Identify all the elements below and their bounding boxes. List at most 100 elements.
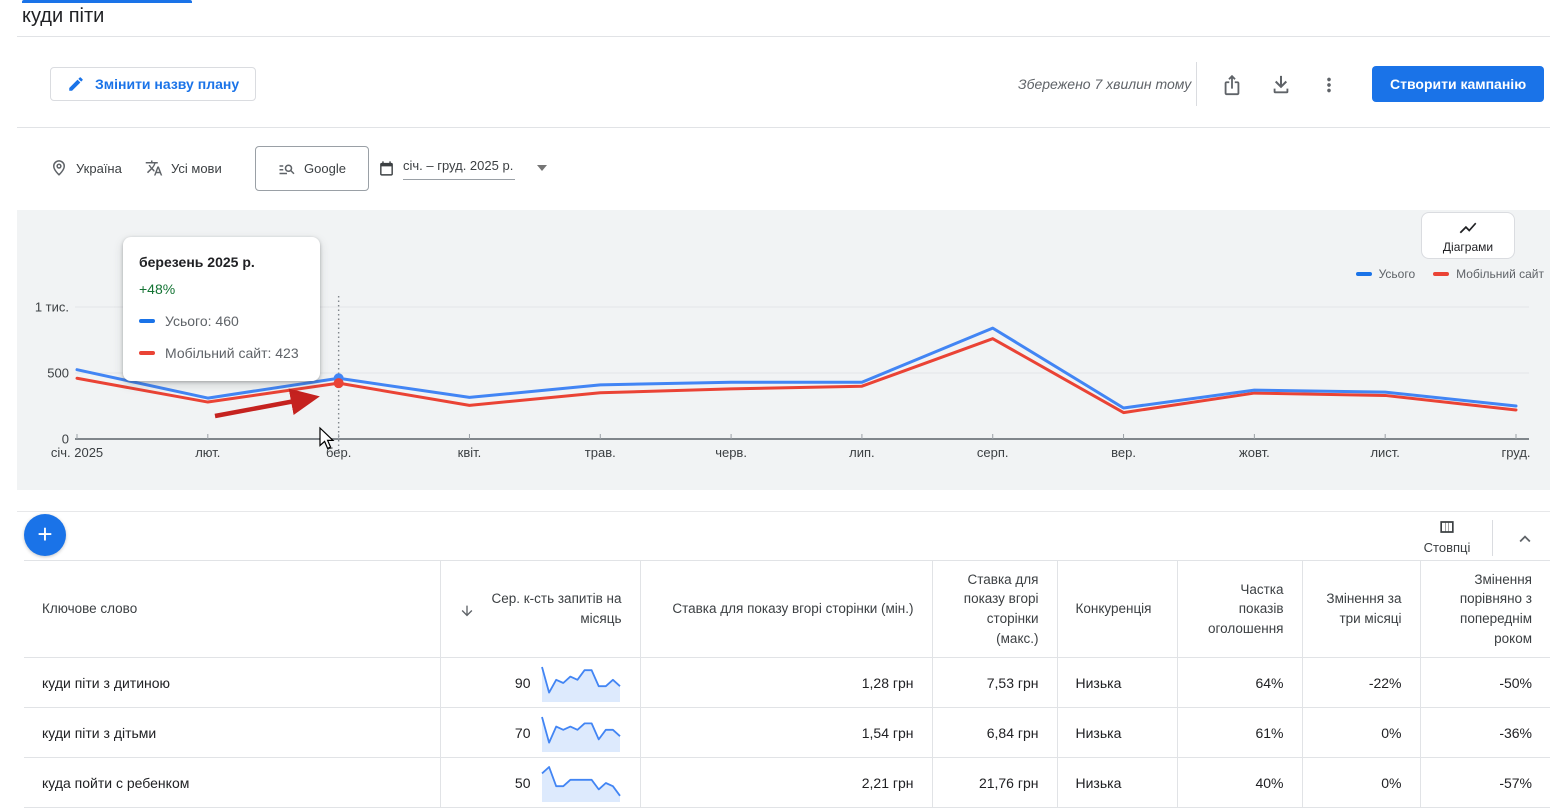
keyword-cell[interactable]: куди піти з дитиною — [24, 657, 440, 708]
svg-text:0: 0 — [62, 432, 69, 447]
svg-text:1 тис.: 1 тис. — [35, 300, 69, 315]
tooltip-total-value: Усього: 460 — [165, 313, 239, 329]
legend-total-label: Усього — [1378, 267, 1416, 281]
red-series-dash-icon — [1433, 272, 1450, 276]
charts-toggle-button[interactable]: Діаграми — [1421, 212, 1515, 259]
red-series-dash-icon — [139, 351, 155, 355]
impression-share-cell: 64% — [1176, 657, 1302, 708]
rename-plan-label: Змінити назву плану — [95, 76, 240, 92]
more-vert-icon[interactable] — [1314, 70, 1344, 100]
search-volume-line-chart[interactable]: січ. 2025 лют. бер. квіт. трав. черв. лип. серп… — [17, 210, 1550, 490]
columns-button[interactable]: Стовпці — [1412, 517, 1482, 555]
header-three-month-change[interactable]: Змінення за три місяці — [1301, 560, 1420, 658]
tooltip-month: березень 2025 р. — [139, 254, 255, 270]
tooltip-total-row: Усього: 460 — [139, 313, 304, 329]
three-month-change-cell: 0% — [1301, 757, 1420, 808]
svg-text:черв.: черв. — [715, 445, 747, 460]
header-competition[interactable]: Конкуренція — [1056, 560, 1177, 658]
divider — [17, 127, 1550, 128]
keyword-cell[interactable]: куди піти з дітьми — [24, 707, 440, 758]
location-pin-icon — [50, 159, 68, 177]
pencil-icon — [67, 75, 85, 93]
competition-cell: Низька — [1056, 657, 1177, 708]
calendar-icon — [380, 160, 393, 176]
table-header-row: Ключове слово Сер. к-сть запитів на міся… — [24, 560, 1550, 658]
svg-text:жовт.: жовт. — [1239, 445, 1270, 460]
trend-chart-panel: січ. 2025 лют. бер. квіт. трав. черв. лип. серп… — [17, 210, 1550, 490]
saved-status: Збережено 7 хвилин тому — [1018, 76, 1192, 92]
keywords-table: Ключове слово Сер. к-сть запитів на міся… — [24, 560, 1550, 808]
bid-max-cell: 7,53 грн — [931, 657, 1057, 708]
table-row[interactable]: куда пойти с ребенком 50 2,21 грн 21,76 … — [24, 757, 1550, 808]
divider — [17, 36, 1550, 37]
blue-series-dash-icon — [1355, 272, 1372, 276]
columns-icon — [1440, 521, 1454, 533]
date-range-filter[interactable]: січ. – груд. 2025 р. — [378, 156, 548, 180]
charts-toggle-label: Діаграми — [1442, 239, 1494, 254]
svg-text:серп.: серп. — [977, 445, 1009, 460]
volume-value: 90 — [514, 674, 531, 691]
chart-tooltip: березень 2025 р. +48% Усього: 460 Мобіль… — [123, 237, 320, 381]
download-icon[interactable] — [1266, 70, 1296, 100]
divider — [17, 511, 1550, 512]
bid-min-cell: 1,54 грн — [639, 707, 932, 758]
competition-cell: Низька — [1056, 707, 1177, 758]
language-filter-label: Усі мови — [171, 160, 222, 176]
sparkline-chart — [540, 666, 621, 702]
network-filter-label: Google — [304, 161, 346, 176]
table-row[interactable]: куди піти з дитиною 90 1,28 грн 7,53 грн… — [24, 657, 1550, 708]
svg-text:бер.: бер. — [326, 445, 351, 460]
header-top-of-page-bid-min[interactable]: Ставка для показу вгорі сторінки (мін.) — [639, 560, 932, 658]
create-campaign-button[interactable]: Створити кампанію — [1372, 66, 1545, 102]
yoy-change-cell: -36% — [1419, 707, 1550, 758]
header-keyword[interactable]: Ключове слово — [24, 560, 440, 658]
network-filter[interactable]: Google — [255, 146, 369, 191]
three-month-change-cell: -22% — [1301, 657, 1420, 708]
svg-text:квіт.: квіт. — [458, 445, 482, 460]
chart-legend: Усього Мобільний сайт — [1355, 267, 1544, 281]
legend-item-total: Усього — [1355, 267, 1416, 281]
legend-item-mobile: Мобільний сайт — [1433, 267, 1544, 281]
tooltip-mobile-row: Мобільний сайт: 423 — [139, 345, 304, 361]
add-keywords-button[interactable]: + — [24, 514, 66, 556]
collapse-chevron-up-icon[interactable] — [1510, 524, 1540, 554]
three-month-change-cell: 0% — [1301, 707, 1420, 758]
translate-icon — [145, 159, 163, 177]
impression-share-cell: 40% — [1176, 757, 1302, 808]
header-ad-impression-share[interactable]: Частка показів оголошення — [1176, 560, 1302, 658]
sort-descending-arrow-icon — [461, 606, 472, 617]
rename-plan-button[interactable]: Змінити назву плану — [50, 67, 257, 101]
impression-share-cell: 61% — [1176, 707, 1302, 758]
svg-text:трав.: трав. — [585, 445, 616, 460]
bid-max-cell: 6,84 грн — [931, 707, 1057, 758]
bid-min-cell: 1,28 грн — [639, 657, 932, 708]
bid-min-cell: 2,21 грн — [639, 757, 932, 808]
date-range-value: січ. – груд. 2025 р. — [403, 156, 516, 180]
header-yoy-change[interactable]: Змінення порівняно з попереднім роком — [1419, 560, 1550, 658]
language-filter[interactable]: Усі мови — [145, 159, 222, 177]
svg-text:лист.: лист. — [1370, 445, 1399, 460]
chevron-down-icon — [537, 165, 548, 171]
divider — [1196, 62, 1197, 106]
svg-text:груд.: груд. — [1501, 445, 1530, 460]
yoy-change-cell: -57% — [1419, 757, 1550, 808]
search-network-icon — [278, 160, 296, 178]
line-chart-icon — [1459, 222, 1477, 233]
volume-value: 50 — [514, 774, 531, 791]
header-avg-monthly-searches[interactable]: Сер. к-сть запитів на місяць — [439, 560, 640, 658]
plus-icon: + — [37, 518, 53, 549]
location-filter[interactable]: Україна — [50, 159, 122, 177]
divider — [1492, 520, 1493, 556]
svg-text:лип.: лип. — [849, 445, 875, 460]
legend-mobile-label: Мобільний сайт — [1456, 267, 1544, 281]
svg-text:500: 500 — [47, 366, 69, 381]
svg-text:лют.: лют. — [195, 445, 220, 460]
bid-max-cell: 21,76 грн — [931, 757, 1057, 808]
tooltip-mobile-value: Мобільний сайт: 423 — [165, 345, 299, 361]
share-icon[interactable] — [1217, 70, 1247, 100]
keyword-cell[interactable]: куда пойти с ребенком — [24, 757, 440, 808]
svg-text:вер.: вер. — [1111, 445, 1136, 460]
header-top-of-page-bid-max[interactable]: Ставка для показу вгорі сторінки (макс.) — [931, 560, 1057, 658]
competition-cell: Низька — [1056, 757, 1177, 808]
table-row[interactable]: куди піти з дітьми 70 1,54 грн 6,84 грн … — [24, 707, 1550, 758]
